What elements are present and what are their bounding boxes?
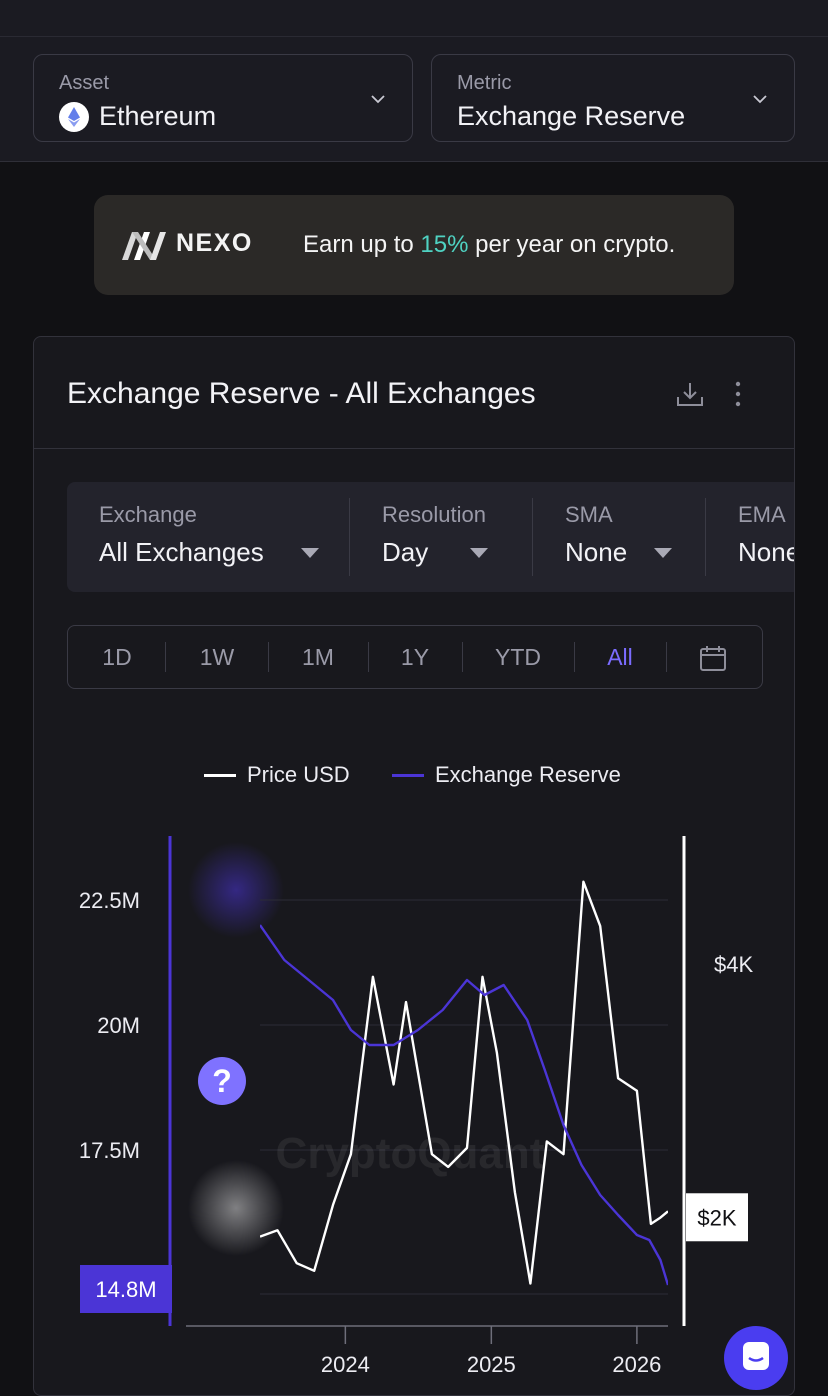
ad-copy-pre: Earn up to xyxy=(303,231,421,258)
caret-down-icon xyxy=(301,548,319,558)
ad-copy: Earn up to 15% per year on crypto. xyxy=(303,231,675,259)
nexo-brand: NEXO xyxy=(176,229,253,257)
caret-down-icon xyxy=(470,548,488,558)
divider xyxy=(666,642,667,672)
range-1y-button[interactable]: 1Y xyxy=(400,644,430,670)
caret-down-icon xyxy=(654,548,672,558)
top-bar xyxy=(0,0,828,37)
ema-filter[interactable]: EMA None xyxy=(706,482,795,592)
divider xyxy=(705,498,706,576)
x-tick-label: 2025 xyxy=(467,1352,516,1373)
legend-label: Exchange Reserve xyxy=(435,762,621,787)
range-1d-button[interactable]: 1D xyxy=(102,644,132,670)
divider xyxy=(268,642,269,672)
asset-select-label: Asset xyxy=(59,72,110,94)
divider xyxy=(574,642,575,672)
exchange-filter[interactable]: Exchange All Exchanges xyxy=(67,482,349,592)
download-icon[interactable] xyxy=(675,379,705,409)
filter-label: Resolution xyxy=(382,502,486,527)
chevron-down-icon xyxy=(371,95,385,104)
x-tick-label: 2026 xyxy=(612,1352,661,1373)
range-1m-button[interactable]: 1M xyxy=(302,644,334,670)
reserve-series-line xyxy=(260,924,668,1286)
current-price-badge xyxy=(686,1193,748,1242)
divider xyxy=(532,498,533,576)
sma-filter[interactable]: SMA None xyxy=(533,482,705,592)
current-reserve-label: 14.8M xyxy=(95,1277,156,1302)
metric-select-value: Exchange Reserve xyxy=(457,101,686,131)
chat-icon xyxy=(743,1342,769,1370)
filter-label: SMA xyxy=(565,502,613,527)
chat-launcher-button[interactable] xyxy=(724,1326,788,1390)
legend-swatch xyxy=(392,774,424,777)
selector-bar: Asset Ethereum Metric Exchange Reserve xyxy=(0,37,828,162)
divider xyxy=(165,642,166,672)
metric-select-label: Metric xyxy=(457,72,512,94)
y-left-tick-label: 20M xyxy=(97,1013,140,1038)
ad-copy-post: per year on crypto. xyxy=(468,231,676,258)
resolution-filter[interactable]: Resolution Day xyxy=(350,482,532,592)
watermark: CryptoQuant xyxy=(276,1129,545,1178)
asset-select[interactable]: Asset Ethereum xyxy=(33,54,413,142)
chart-card: Exchange Reserve - All Exchanges Exchang… xyxy=(33,336,795,1396)
help-button[interactable]: ? xyxy=(198,1057,246,1105)
range-all-button[interactable]: All xyxy=(607,644,633,670)
chart-filters: Exchange All Exchanges Resolution Day SM… xyxy=(67,482,795,592)
y-left-tick-label: 17.5M xyxy=(79,1138,140,1163)
filter-value: None xyxy=(738,537,795,567)
divider xyxy=(462,642,463,672)
nexo-ad-banner[interactable]: NEXO Earn up to 15% per year on crypto. xyxy=(94,195,734,295)
filter-label: Exchange xyxy=(99,502,197,527)
y-left-tick-label: 22.5M xyxy=(79,888,140,913)
filter-value: None xyxy=(565,537,628,567)
filter-value: All Exchanges xyxy=(99,537,264,567)
price-end-glow xyxy=(188,1160,284,1256)
filter-label: EMA xyxy=(738,502,786,527)
asset-select-value: Ethereum xyxy=(99,101,217,131)
divider xyxy=(349,498,350,576)
range-ytd-button[interactable]: YTD xyxy=(495,644,541,670)
current-reserve-badge xyxy=(80,1265,172,1313)
legend-swatch xyxy=(204,774,236,777)
divider xyxy=(368,642,369,672)
more-options-icon[interactable] xyxy=(734,379,742,409)
calendar-icon[interactable] xyxy=(699,644,727,672)
nexo-logo-icon xyxy=(122,232,166,260)
legend-label: Price USD xyxy=(247,762,350,787)
chevron-down-icon xyxy=(753,95,767,104)
current-price-label: $2K xyxy=(697,1205,736,1230)
range-1w-button[interactable]: 1W xyxy=(199,644,235,670)
y-right-tick-label: $4K xyxy=(714,952,753,977)
filter-value: Day xyxy=(382,537,429,567)
reserve-end-glow xyxy=(188,842,284,938)
time-range-selector: 1D 1W 1M 1Y YTD All xyxy=(67,625,763,689)
price-series-line xyxy=(260,880,668,1285)
ethereum-icon xyxy=(59,102,89,132)
card-header: Exchange Reserve - All Exchanges xyxy=(34,337,794,449)
x-tick-label: 2024 xyxy=(321,1352,370,1373)
ad-copy-highlight: 15% xyxy=(420,231,469,258)
chart-title: Exchange Reserve - All Exchanges xyxy=(67,377,536,410)
metric-select[interactable]: Metric Exchange Reserve xyxy=(431,54,795,142)
